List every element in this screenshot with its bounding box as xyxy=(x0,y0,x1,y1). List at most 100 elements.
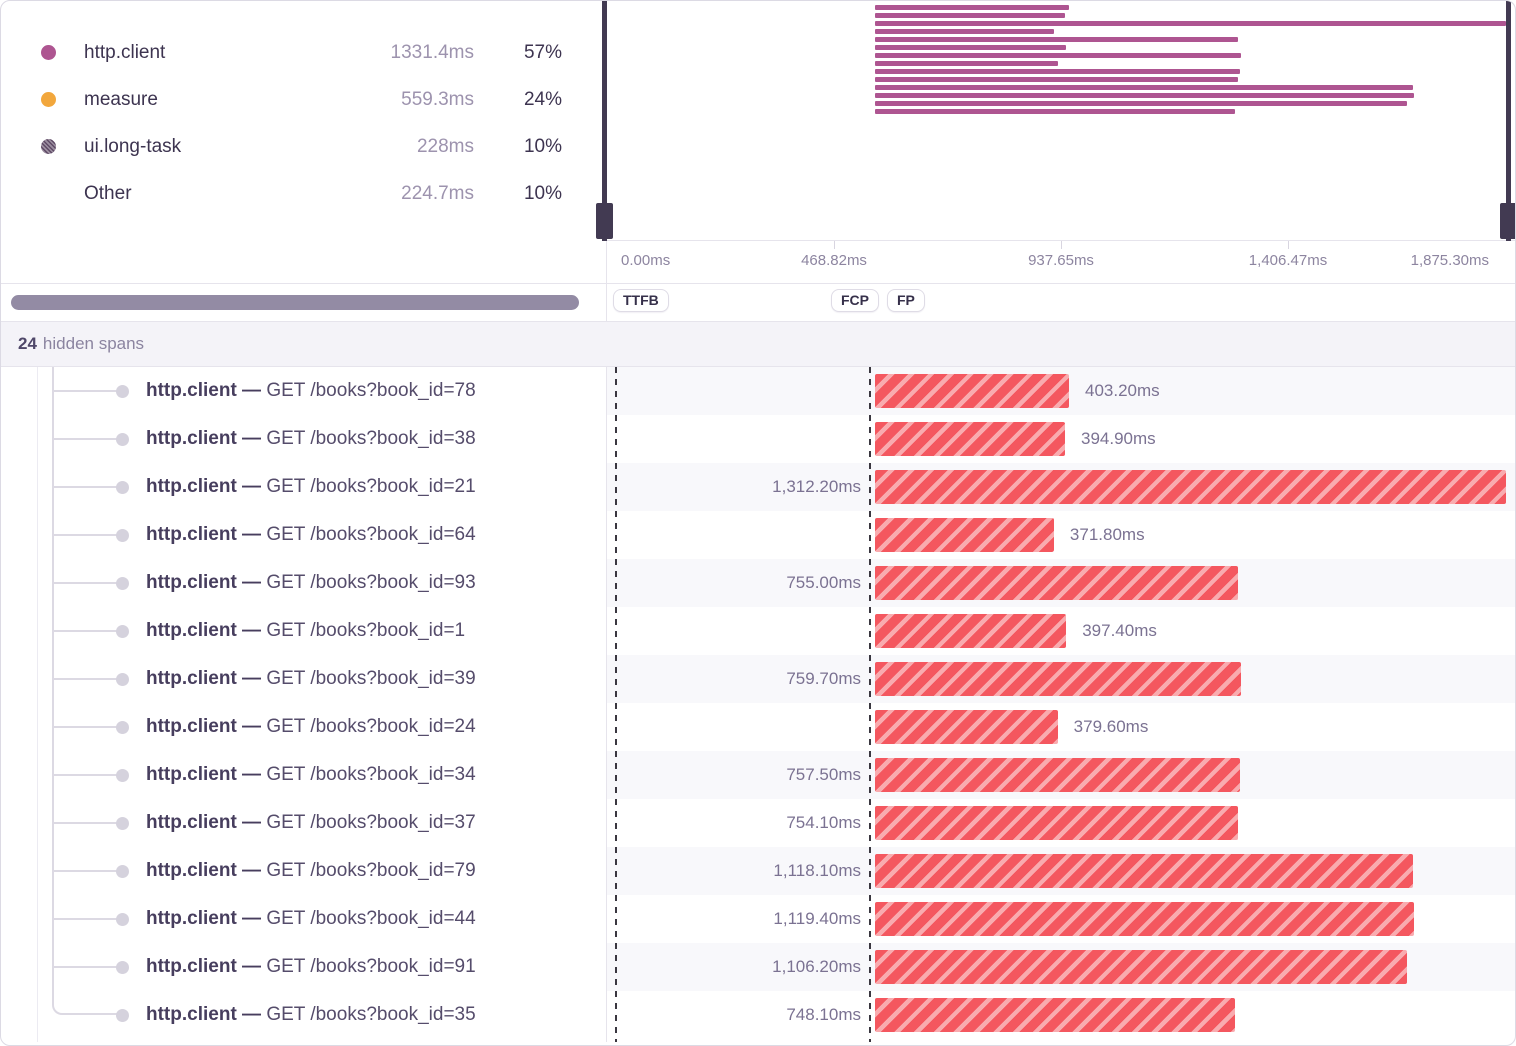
span-duration-bar[interactable] xyxy=(875,614,1067,648)
tree-node-dot-icon xyxy=(116,769,129,782)
span-row-label-cell: http.client — GET /books?book_id=37 xyxy=(1,799,607,847)
tree-node-dot-icon xyxy=(116,721,129,734)
span-row-label-cell: http.client — GET /books?book_id=21 xyxy=(1,463,607,511)
span-duration-label: 1,119.40ms xyxy=(773,909,861,928)
span-row-bar-cell: 1,312.20ms xyxy=(607,463,1515,511)
axis-tick-mark xyxy=(834,241,835,250)
tree-horizontal-connector xyxy=(52,678,118,680)
span-row-bar-cell: 759.70ms xyxy=(607,655,1515,703)
span-row-label-cell: http.client — GET /books?book_id=1 xyxy=(1,607,607,655)
span-duration-bar[interactable] xyxy=(875,854,1414,888)
span-duration-label: 379.60ms xyxy=(1073,717,1149,736)
hidden-spans-row[interactable]: 24 hidden spans xyxy=(1,322,1515,367)
span-duration-bar[interactable] xyxy=(875,566,1239,600)
span-row[interactable]: http.client — GET /books?book_id=44 1,11… xyxy=(1,895,1515,943)
tree-node-dot-icon xyxy=(116,1009,129,1022)
span-row[interactable]: http.client — GET /books?book_id=79 1,11… xyxy=(1,847,1515,895)
vitals-row: TTFB FCP FP xyxy=(1,284,1515,322)
span-row[interactable]: http.client — GET /books?book_id=34 757.… xyxy=(1,751,1515,799)
span-row-label-cell: http.client — GET /books?book_id=38 xyxy=(1,415,607,463)
span-row[interactable]: http.client — GET /books?book_id=39 759.… xyxy=(1,655,1515,703)
span-row[interactable]: http.client — GET /books?book_id=37 754.… xyxy=(1,799,1515,847)
legend-percent-value: 24% xyxy=(523,88,562,110)
span-row[interactable]: http.client — GET /books?book_id=91 1,10… xyxy=(1,943,1515,991)
span-row-label-cell: http.client — GET /books?book_id=78 xyxy=(1,367,607,415)
web-vitals-lane: TTFB FCP FP xyxy=(606,284,1515,321)
span-duration-bar[interactable] xyxy=(875,950,1408,984)
minimap-right-handle[interactable] xyxy=(1500,1,1515,241)
span-description: http.client — GET /books?book_id=91 xyxy=(146,956,476,977)
span-description: http.client — GET /books?book_id=93 xyxy=(146,572,476,593)
legend-row[interactable]: measure 559.3ms 24% xyxy=(41,76,562,123)
span-duration-bar[interactable] xyxy=(875,902,1414,936)
span-duration-bar[interactable] xyxy=(875,662,1241,696)
span-description: http.client — GET /books?book_id=78 xyxy=(146,380,476,401)
legend-row[interactable]: http.client 1331.4ms 57% xyxy=(41,29,562,76)
minimap-span-bar xyxy=(875,69,1240,74)
span-duration-label: 759.70ms xyxy=(786,669,861,688)
tree-node-dot-icon xyxy=(116,481,129,494)
panel-divider[interactable] xyxy=(606,367,607,1042)
legend-duration-value: 224.7ms xyxy=(401,182,474,204)
legend-op-label: Other xyxy=(84,182,132,204)
span-duration-bar[interactable] xyxy=(875,806,1238,840)
span-duration-label: 371.80ms xyxy=(1069,525,1145,544)
span-duration-bar[interactable] xyxy=(875,518,1054,552)
tree-horizontal-connector xyxy=(52,486,118,488)
span-row[interactable]: http.client — GET /books?book_id=1 397.4… xyxy=(1,607,1515,655)
minimap-plot[interactable] xyxy=(596,1,1515,241)
span-duration-bar[interactable] xyxy=(875,998,1235,1032)
legend-color-dot-icon xyxy=(41,139,56,154)
span-row-bar-cell: 748.10ms xyxy=(607,991,1515,1039)
span-row-bar-cell: 397.40ms xyxy=(607,607,1515,655)
span-duration-label: 748.10ms xyxy=(786,1005,861,1024)
span-row[interactable]: http.client — GET /books?book_id=38 394.… xyxy=(1,415,1515,463)
legend-color-dot-icon xyxy=(41,92,56,107)
span-duration-bar[interactable] xyxy=(875,470,1507,504)
tree-node-dot-icon xyxy=(116,433,129,446)
legend-percent-value: 10% xyxy=(523,182,562,204)
minimap-span-bar xyxy=(875,21,1507,26)
legend-row[interactable]: ui.long-task 228ms 10% xyxy=(41,123,562,170)
span-tree-scrollbar-track xyxy=(1,284,606,321)
span-duration-bar[interactable] xyxy=(875,422,1066,456)
span-duration-bar[interactable] xyxy=(875,374,1070,408)
tree-horizontal-connector xyxy=(52,774,118,776)
legend-duration-value: 559.3ms xyxy=(401,88,474,110)
span-duration-bar[interactable] xyxy=(875,710,1058,744)
span-row[interactable]: http.client — GET /books?book_id=64 371.… xyxy=(1,511,1515,559)
legend-op-label: ui.long-task xyxy=(84,135,182,157)
tree-node-dot-icon xyxy=(116,673,129,686)
legend-op-label: http.client xyxy=(84,41,166,63)
legend-row[interactable]: Other 224.7ms 10% xyxy=(41,170,562,217)
tree-horizontal-connector xyxy=(52,630,118,632)
span-description: http.client — GET /books?book_id=38 xyxy=(146,428,476,449)
span-row[interactable]: http.client — GET /books?book_id=24 379.… xyxy=(1,703,1515,751)
tree-node-dot-icon xyxy=(116,865,129,878)
span-duration-label: 757.50ms xyxy=(786,765,861,784)
tree-horizontal-connector xyxy=(52,870,118,872)
span-duration-bar[interactable] xyxy=(875,758,1240,792)
span-duration-label: 397.40ms xyxy=(1082,621,1157,640)
span-row[interactable]: http.client — GET /books?book_id=78 403.… xyxy=(1,367,1515,415)
span-row-label-cell: http.client — GET /books?book_id=24 xyxy=(1,703,607,751)
span-row-bar-cell: 755.00ms xyxy=(607,559,1515,607)
tree-node-dot-icon xyxy=(116,625,129,638)
span-row[interactable]: http.client — GET /books?book_id=35 748.… xyxy=(1,991,1515,1039)
span-row[interactable]: http.client — GET /books?book_id=93 755.… xyxy=(1,559,1515,607)
span-row-bar-cell: 371.80ms xyxy=(607,511,1515,559)
span-tree-scrollbar-thumb[interactable] xyxy=(11,295,579,310)
span-duration-label: 1,106.20ms xyxy=(772,957,861,976)
span-row-label-cell: http.client — GET /books?book_id=39 xyxy=(1,655,607,703)
minimap-span-bar xyxy=(875,109,1235,114)
tree-horizontal-connector xyxy=(52,582,118,584)
span-description: http.client — GET /books?book_id=79 xyxy=(146,860,476,881)
minimap-span-bar xyxy=(875,61,1058,66)
span-row[interactable]: http.client — GET /books?book_id=21 1,31… xyxy=(1,463,1515,511)
trace-header: http.client 1331.4ms 57% measure 559.3ms… xyxy=(1,1,1515,284)
span-description: http.client — GET /books?book_id=21 xyxy=(146,476,476,497)
minimap-left-handle[interactable] xyxy=(596,1,613,241)
span-description: http.client — GET /books?book_id=34 xyxy=(146,764,476,785)
time-axis: 0.00ms 468.82ms 937.65ms 1,406.47ms 1,875.30… xyxy=(607,240,1515,283)
